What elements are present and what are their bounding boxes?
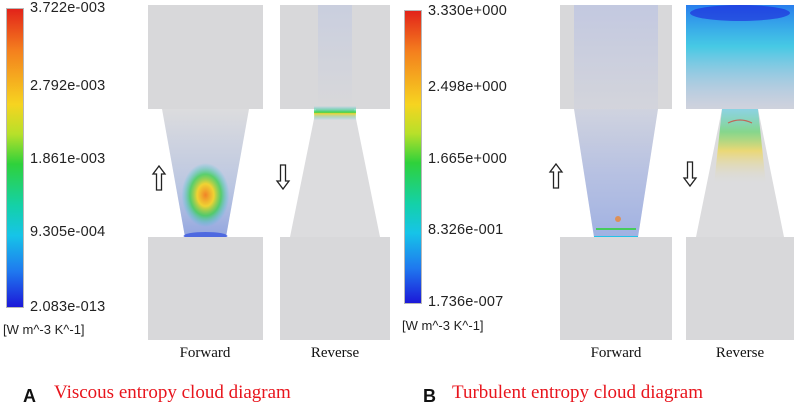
down-arrow-icon (275, 164, 291, 191)
colorbar-a-tick-2: 1.861e-003 (30, 151, 106, 167)
case-label-a-reverse: Reverse (310, 345, 360, 361)
case-label-a-forward: Forward (179, 345, 231, 361)
panel-a-letter: A (23, 386, 36, 406)
panel-a-title: Viscous entropy cloud diagram (54, 382, 291, 403)
colorbar-a-unit: [W m^-3 K^-1] (3, 322, 85, 337)
panel-b-title: Turbulent entropy cloud diagram (452, 382, 704, 403)
duct-b-forward (560, 5, 672, 340)
colorbar-a-tick-4: 2.083e-013 (30, 299, 106, 315)
colorbar-a-tick-3: 9.305e-004 (30, 224, 106, 240)
case-label-b-forward: Forward (590, 345, 642, 361)
colorbar-b-unit: [W m^-3 K^-1] (402, 318, 484, 333)
colorbar-b-tick-3: 8.326e-001 (428, 222, 504, 238)
colorbar-b-tick-2: 1.665e+000 (428, 151, 508, 167)
case-label-b-reverse: Reverse (715, 345, 765, 361)
duct-a-reverse (280, 5, 390, 340)
up-arrow-icon (548, 162, 564, 189)
colorbar-a (6, 8, 24, 308)
colorbar-a-tick-0: 3.722e-003 (30, 0, 106, 16)
colorbar-b (404, 10, 422, 304)
colorbar-b-tick-1: 2.498e+000 (428, 79, 508, 95)
up-arrow-icon (151, 164, 167, 191)
down-arrow-icon (682, 161, 698, 188)
colorbar-b-tick-0: 3.330e+000 (428, 3, 508, 19)
panel-b-letter: B (423, 386, 436, 406)
duct-a-forward (148, 5, 263, 340)
colorbar-a-tick-1: 2.792e-003 (30, 78, 106, 94)
duct-b-reverse (686, 5, 794, 340)
colorbar-b-tick-4: 1.736e-007 (428, 294, 504, 310)
